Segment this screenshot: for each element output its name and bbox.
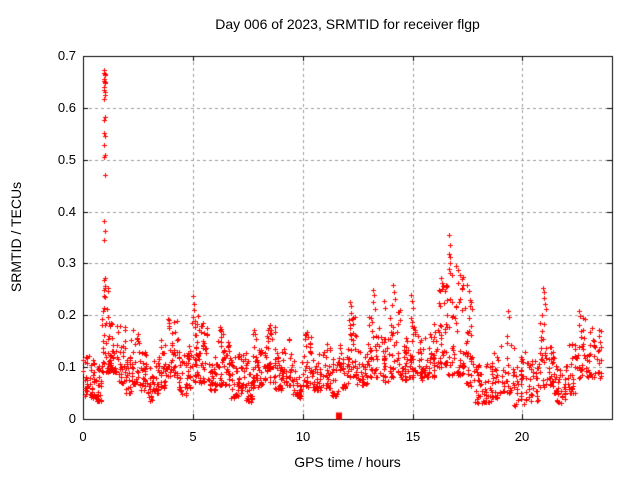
x-axis-label: GPS time / hours — [294, 454, 401, 470]
x-tick-label: 0 — [79, 429, 87, 444]
x-tick-label: 15 — [405, 429, 421, 444]
y-tick-label: 0.5 — [57, 152, 76, 167]
y-tick-label: 0.1 — [57, 359, 76, 374]
chart-title: Day 006 of 2023, SRMTID for receiver flg… — [215, 16, 480, 32]
y-axis-label: SRMTID / TECUs — [8, 181, 24, 293]
y-tick-label: 0 — [68, 411, 76, 426]
y-tick-label: 0.6 — [57, 100, 76, 115]
x-tick-label: 20 — [514, 429, 530, 444]
y-tick-label: 0.3 — [57, 255, 76, 270]
y-tick-label: 0.4 — [57, 204, 76, 219]
y-tick-label: 0.7 — [57, 48, 76, 63]
y-tick-label: 0.2 — [57, 307, 76, 322]
x-tick-label: 5 — [189, 429, 197, 444]
x-tick-label: 10 — [295, 429, 311, 444]
